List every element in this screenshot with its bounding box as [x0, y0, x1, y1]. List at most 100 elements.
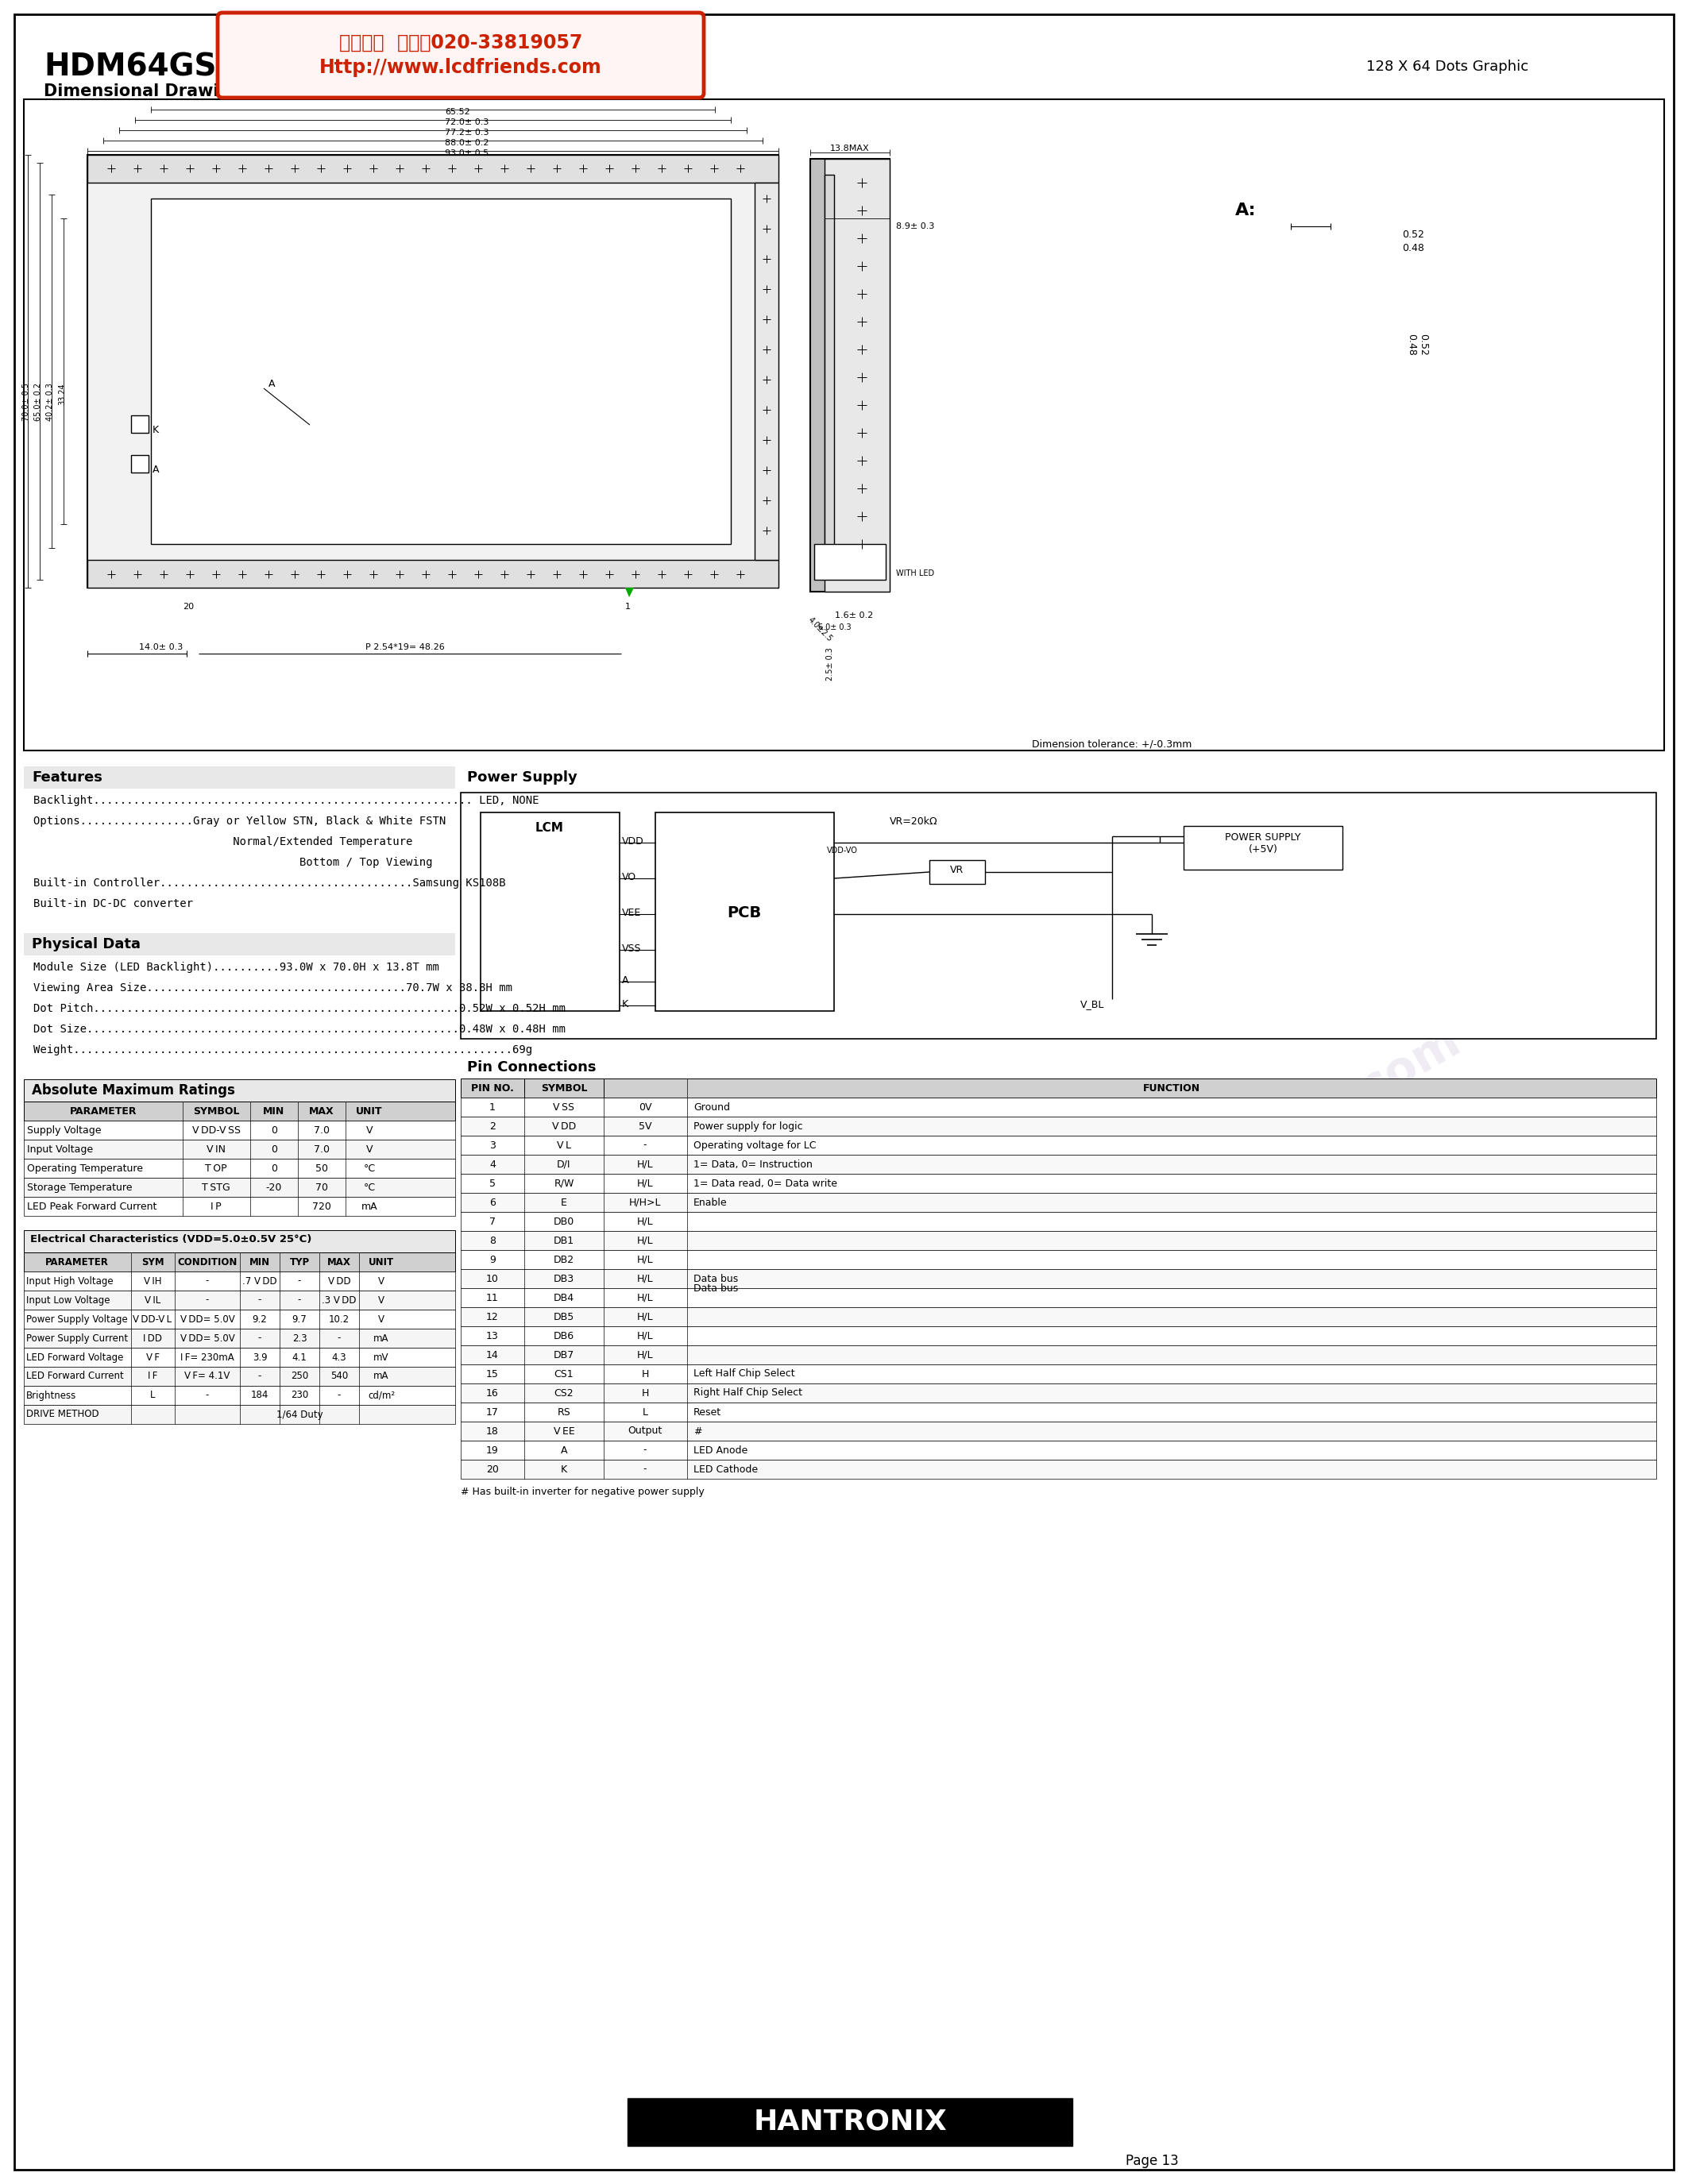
Text: Built-in DC-DC converter: Built-in DC-DC converter: [34, 898, 192, 909]
Text: Dimension tolerance: +/-0.3mm: Dimension tolerance: +/-0.3mm: [1031, 738, 1192, 749]
Bar: [461, 1079, 1656, 1099]
Text: -: -: [206, 1391, 209, 1400]
Text: V DD= 5.0V: V DD= 5.0V: [181, 1332, 235, 1343]
Circle shape: [346, 603, 363, 618]
Circle shape: [613, 603, 630, 618]
Bar: [1409, 325, 1442, 358]
Circle shape: [741, 531, 770, 559]
Text: 128 X 64 Dots Graphic: 128 X 64 Dots Graphic: [1366, 59, 1528, 74]
Text: Operating Temperature: Operating Temperature: [27, 1164, 143, 1173]
Circle shape: [525, 603, 540, 618]
Text: LED Peak Forward Current: LED Peak Forward Current: [27, 1201, 157, 1212]
Text: H: H: [641, 1387, 648, 1398]
Text: CS1: CS1: [554, 1369, 574, 1378]
Text: Weight..................................................................69g: Weight..................................…: [34, 1044, 532, 1055]
Text: Module Size (LED Backlight)..........93.0W x 70.0H x 13.8T mm: Module Size (LED Backlight)..........93.…: [34, 961, 439, 972]
Text: PCB: PCB: [728, 906, 761, 919]
Text: LED Forward Current: LED Forward Current: [27, 1372, 123, 1382]
Text: K: K: [152, 426, 159, 435]
Text: LED Anode: LED Anode: [694, 1446, 748, 1455]
Text: 2: 2: [490, 1120, 496, 1131]
Text: DB5: DB5: [554, 1313, 574, 1321]
Text: .3 V DD: .3 V DD: [322, 1295, 356, 1306]
Text: Operating voltage for LC: Operating voltage for LC: [694, 1140, 817, 1151]
Text: Input High Voltage: Input High Voltage: [27, 1275, 113, 1286]
Text: D/I: D/I: [557, 1160, 571, 1168]
Text: Built-in Controller......................................Samsung KS108B: Built-in Controller.....................…: [34, 878, 506, 889]
Bar: [755, 183, 778, 559]
Bar: [132, 454, 149, 472]
Text: Input Voltage: Input Voltage: [27, 1144, 93, 1155]
Text: LCM: LCM: [535, 821, 564, 834]
Bar: [24, 1367, 456, 1387]
Text: A: A: [152, 465, 159, 474]
Text: 9.7: 9.7: [292, 1315, 307, 1324]
Circle shape: [414, 603, 429, 618]
Text: Pin Connections: Pin Connections: [468, 1059, 596, 1075]
Bar: [461, 767, 1656, 788]
Text: H/L: H/L: [636, 1330, 653, 1341]
Text: 33.24: 33.24: [57, 382, 66, 404]
Circle shape: [230, 367, 263, 402]
Bar: [1371, 325, 1403, 358]
Circle shape: [837, 836, 871, 871]
Circle shape: [302, 603, 317, 618]
Text: VDD: VDD: [621, 836, 645, 847]
Text: V SS: V SS: [554, 1103, 574, 1112]
Text: 13: 13: [486, 1330, 498, 1341]
Text: 93.0± 0.5: 93.0± 0.5: [446, 149, 490, 157]
Text: -20: -20: [267, 1182, 282, 1192]
Bar: [88, 155, 778, 587]
Text: 72.0± 0.3: 72.0± 0.3: [446, 118, 490, 127]
Text: VR=20kΩ: VR=20kΩ: [890, 817, 939, 828]
Text: 5V: 5V: [638, 1120, 652, 1131]
Text: DB7: DB7: [554, 1350, 574, 1361]
Text: CS2: CS2: [554, 1387, 574, 1398]
Text: Supply Voltage: Supply Voltage: [27, 1125, 101, 1136]
Text: -: -: [206, 1295, 209, 1306]
Circle shape: [235, 603, 252, 618]
Text: Enable: Enable: [694, 1197, 728, 1208]
Text: 13.8MAX: 13.8MAX: [830, 144, 869, 153]
Text: V: V: [378, 1295, 385, 1306]
Text: 12: 12: [486, 1313, 498, 1321]
Text: mV: mV: [373, 1352, 388, 1363]
Text: Page 13: Page 13: [1126, 2153, 1178, 2169]
Text: 20: 20: [182, 603, 194, 612]
Text: A: A: [268, 378, 275, 389]
Text: RS: RS: [557, 1406, 571, 1417]
Text: L: L: [641, 1406, 648, 1417]
Text: 6.0± 0.3: 6.0± 0.3: [819, 622, 851, 631]
Text: -: -: [297, 1275, 300, 1286]
Circle shape: [96, 183, 125, 212]
Text: # Has built-in inverter for negative power supply: # Has built-in inverter for negative pow…: [461, 1487, 704, 1496]
Bar: [461, 1136, 1656, 1155]
Bar: [1291, 247, 1323, 277]
Text: V DD: V DD: [552, 1120, 576, 1131]
Text: V: V: [378, 1275, 385, 1286]
Circle shape: [591, 603, 608, 618]
Text: VEE: VEE: [621, 909, 641, 917]
Text: 2.5± 0.3: 2.5± 0.3: [825, 646, 834, 681]
Text: °C: °C: [363, 1164, 375, 1173]
Text: H/L: H/L: [636, 1216, 653, 1227]
Bar: [461, 1269, 1656, 1289]
Text: 4.1: 4.1: [292, 1352, 307, 1363]
Text: 184: 184: [252, 1391, 268, 1400]
Text: SYMBOL: SYMBOL: [192, 1105, 240, 1116]
Text: Power Supply: Power Supply: [468, 771, 577, 784]
Text: 10: 10: [486, 1273, 500, 1284]
Text: 250: 250: [290, 1372, 309, 1382]
Text: °C: °C: [363, 1182, 375, 1192]
Text: 0: 0: [270, 1144, 277, 1155]
Text: SYM: SYM: [142, 1256, 164, 1267]
Text: 0: 0: [270, 1125, 277, 1136]
Text: 4: 4: [490, 1160, 496, 1168]
Text: 0V: 0V: [638, 1103, 652, 1112]
Bar: [1409, 365, 1442, 397]
Text: 50: 50: [316, 1164, 327, 1173]
Text: 7.0: 7.0: [314, 1125, 329, 1136]
Text: R/W: R/W: [554, 1177, 574, 1188]
Text: -: -: [297, 1295, 300, 1306]
Circle shape: [1263, 207, 1470, 413]
